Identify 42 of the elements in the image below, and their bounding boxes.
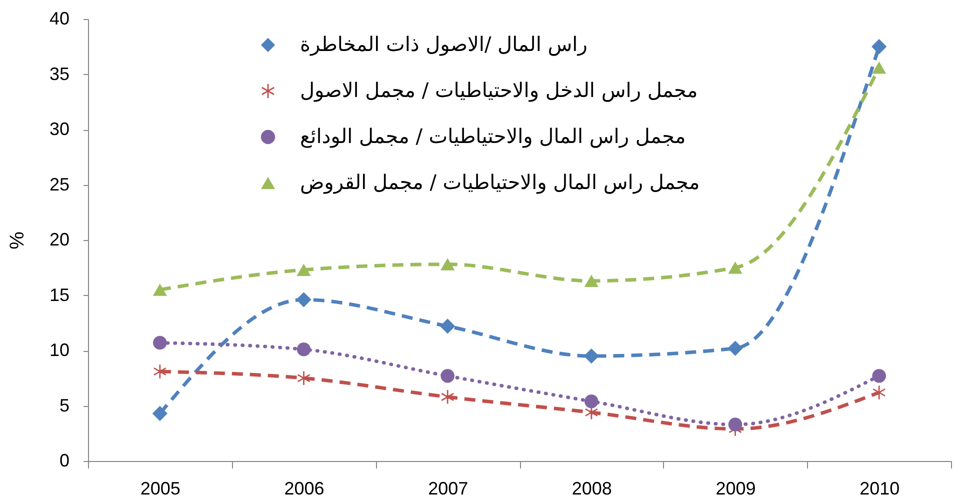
legend-label: مجمل راس الدخل والاحتياطيات / مجمل الاصول <box>300 78 698 102</box>
point <box>297 371 310 386</box>
point <box>441 390 454 404</box>
y-tick-label: 30 <box>49 119 70 139</box>
legend-label: مجمل راس المال والاحتياطيات / مجمل القروض <box>300 170 700 194</box>
point <box>872 386 886 400</box>
point <box>584 394 598 408</box>
point <box>728 340 743 356</box>
y-tick-label: 25 <box>49 174 70 194</box>
y-tick-label: 20 <box>49 230 70 250</box>
point <box>872 61 886 74</box>
point <box>584 348 599 364</box>
legend-label: مجمل راس المال والاحتياطيات / مجمل الودائع <box>300 124 686 148</box>
y-axis-title: % <box>6 231 28 250</box>
x-tick-label: 2008 <box>572 478 612 498</box>
x-tick-label: 2010 <box>860 478 900 498</box>
point <box>154 364 166 378</box>
point <box>152 406 168 422</box>
point <box>152 284 167 296</box>
point <box>296 292 312 308</box>
y-tick-label: 35 <box>49 64 70 84</box>
point <box>728 418 742 432</box>
point <box>728 262 742 274</box>
x-tick-label: 2005 <box>140 478 180 498</box>
point <box>872 369 886 383</box>
y-tick-label: 40 <box>49 8 70 28</box>
point <box>440 258 455 270</box>
point <box>153 336 167 350</box>
point <box>296 342 311 356</box>
point <box>440 318 456 334</box>
point <box>872 39 887 54</box>
y-tick-label: 10 <box>49 340 70 360</box>
point <box>584 274 598 288</box>
legend-label: راس المال /الاصول ذات المخاطرة <box>300 32 588 56</box>
point <box>440 369 454 383</box>
x-tick-label: 2006 <box>284 478 324 498</box>
point <box>296 264 311 276</box>
x-tick-label: 2009 <box>716 478 756 498</box>
x-tick-label: 2007 <box>428 478 468 498</box>
y-tick-label: 5 <box>59 395 70 416</box>
y-tick-label: 15 <box>49 284 70 305</box>
y-tick-label: 0 <box>59 450 70 470</box>
